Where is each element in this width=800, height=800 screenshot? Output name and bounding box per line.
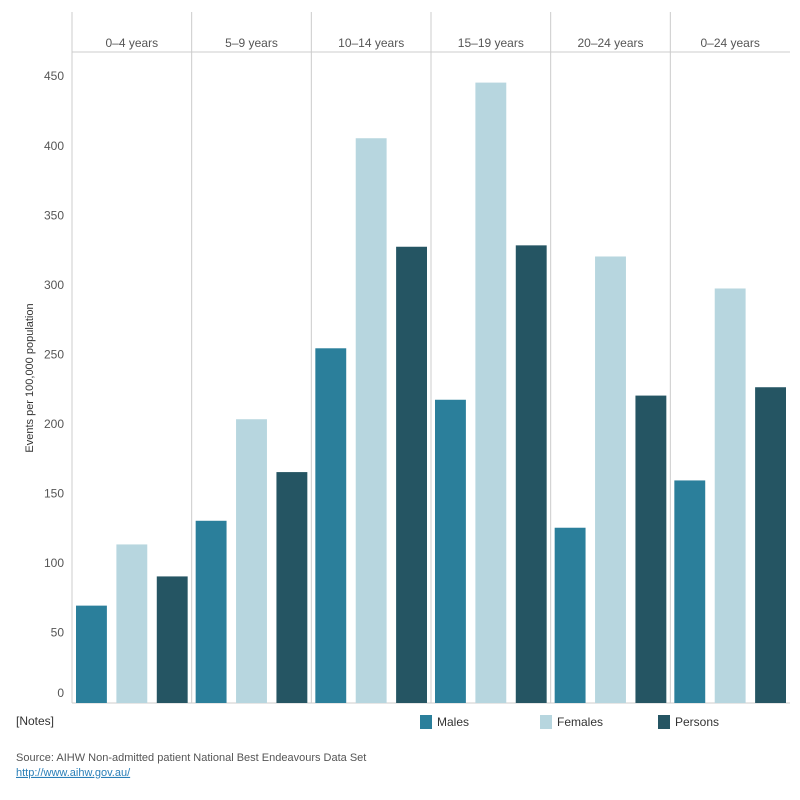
bar: [236, 419, 267, 703]
y-tick-label: 50: [51, 626, 65, 640]
bar: [156, 576, 188, 703]
legend-swatch: [540, 715, 552, 729]
y-tick-label: 400: [44, 139, 64, 153]
bar: [76, 605, 107, 703]
bar: [396, 246, 427, 703]
bar: [435, 399, 466, 703]
panel-header: 20–24 years: [577, 36, 643, 50]
legend-label: Females: [557, 715, 603, 729]
bar: [714, 288, 746, 703]
panel-header: 10–14 years: [338, 36, 404, 50]
y-tick-label: 0: [57, 686, 64, 700]
bar: [116, 544, 148, 703]
panel-header: 15–19 years: [458, 36, 524, 50]
panel-header: 0–24 years: [700, 36, 759, 50]
bar: [475, 82, 507, 704]
y-tick-label: 350: [44, 208, 64, 222]
bar: [515, 245, 547, 703]
bar: [554, 527, 586, 703]
legend-label: Males: [437, 715, 469, 729]
bar: [595, 256, 626, 703]
y-tick-label: 250: [44, 347, 64, 361]
y-tick-label: 200: [44, 417, 64, 431]
bar: [195, 520, 227, 703]
bar: [674, 480, 706, 703]
panel-header: 5–9 years: [225, 36, 278, 50]
bar: [276, 472, 308, 703]
y-tick-label: 150: [44, 487, 64, 501]
y-axis-label: Events per 100,000 population: [24, 303, 36, 452]
legend-swatch: [420, 715, 432, 729]
bar: [355, 138, 387, 703]
panel-header: 0–4 years: [105, 36, 158, 50]
source: Source: AIHW Non-admitted patient Nation…: [16, 752, 366, 764]
bar: [315, 348, 347, 703]
legend-swatch: [658, 715, 670, 729]
source-link[interactable]: http://www.aihw.gov.au/: [16, 767, 131, 779]
y-tick-label: 100: [44, 556, 64, 570]
y-tick-label: 300: [44, 278, 64, 292]
notes-link[interactable]: [Notes]: [16, 714, 54, 728]
legend-label: Persons: [675, 715, 719, 729]
bar: [635, 395, 667, 703]
bar: [755, 387, 786, 703]
y-tick-label: 450: [44, 69, 64, 83]
